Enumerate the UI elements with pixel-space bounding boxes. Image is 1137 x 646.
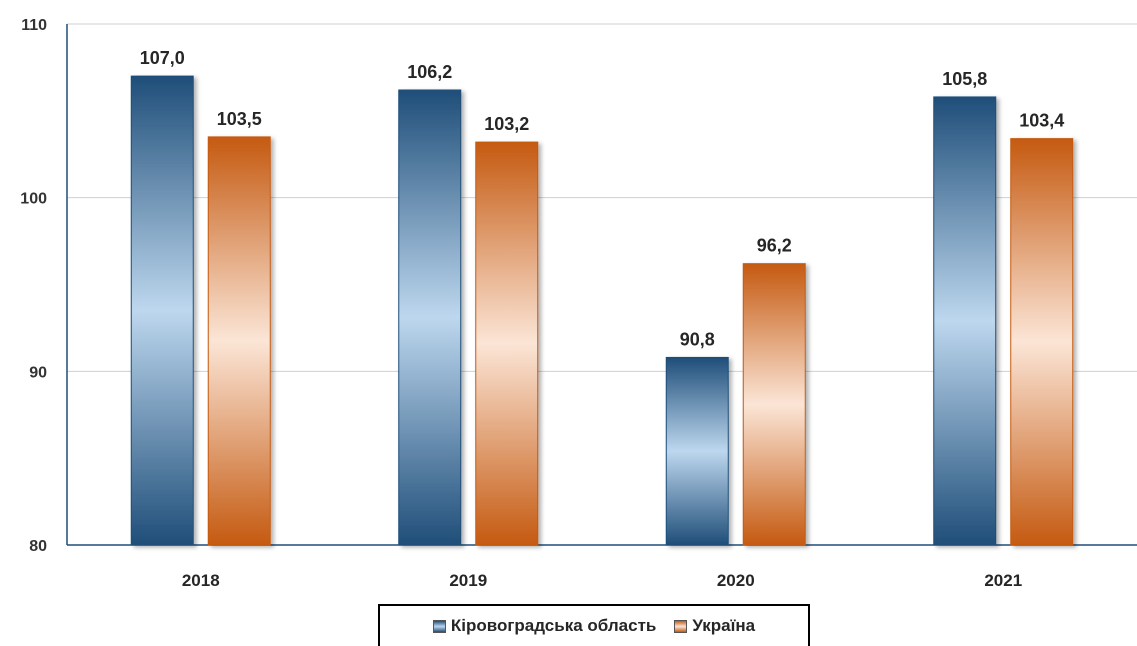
bar-ukraine-2020 [742,263,806,546]
data-labels: 107,0 103,5 106,2 103,2 90,8 96,2 105,8 103,4 [140,48,1065,349]
legend-item-series-1: Кіровоградська область [432,616,657,636]
bar-ukraine-2018 [207,136,271,546]
data-label: 107,0 [140,48,185,68]
data-label: 103,4 [1019,111,1064,131]
bar-region-2020 [665,356,729,546]
legend-label: Кіровоградська область [450,616,657,635]
bar-region-2019 [398,89,462,546]
y-tick-label: 100 [20,191,47,208]
legend-item-series-2: Україна [674,616,755,636]
data-label: 90,8 [680,329,715,349]
data-label: 106,2 [407,62,452,82]
bar-region-2021 [933,96,997,546]
bar-ukraine-2021 [1010,138,1074,546]
legend-label: Україна [692,616,756,635]
bar-ukraine-2019 [475,141,539,546]
x-tick-label: 2018 [182,571,220,590]
x-tick-label: 2020 [717,571,755,590]
bar-region-2018 [130,75,194,546]
data-label: 103,5 [217,109,262,129]
x-tick-label: 2021 [984,571,1022,590]
legend: Кіровоградська область Україна [378,604,810,646]
legend-swatch-orange [674,619,688,633]
bars [130,75,1074,546]
x-tick-label: 2019 [449,571,487,590]
data-label: 103,2 [484,114,529,134]
y-tick-label: 90 [29,364,47,381]
y-tick-label: 80 [29,538,47,555]
legend-swatch-blue [432,619,446,633]
data-label: 96,2 [757,236,792,256]
y-tick-label: 110 [21,17,47,34]
data-label: 105,8 [942,69,987,89]
x-axis: 2018 2019 2020 2021 [182,571,1022,590]
